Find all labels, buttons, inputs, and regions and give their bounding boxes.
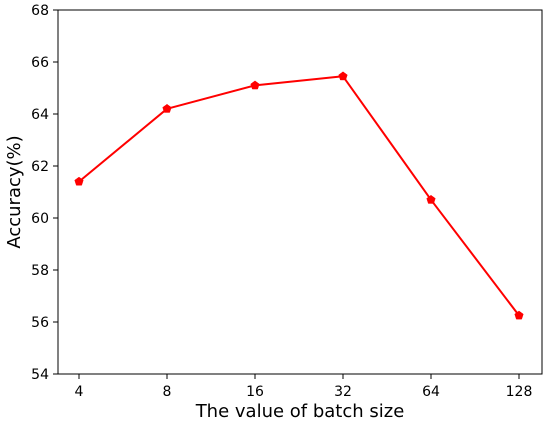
y-tick-label: 54	[31, 367, 49, 383]
series-layer	[74, 71, 524, 320]
data-point	[426, 194, 436, 204]
y-tick-label: 64	[31, 107, 49, 123]
data-point	[74, 176, 84, 186]
x-tick-label: 8	[163, 384, 172, 400]
data-point	[250, 80, 260, 90]
data-point	[162, 103, 172, 113]
x-axis-ticks: 4 8 16 32 64 128	[75, 374, 533, 400]
y-tick-label: 62	[31, 159, 49, 175]
x-axis-label: The value of batch size	[195, 401, 405, 422]
y-tick-label: 58	[31, 263, 49, 279]
y-axis-ticks: 54 56 58 60 62 64 66 68	[31, 3, 58, 383]
plot-frame	[57, 9, 543, 375]
x-tick-label: 128	[506, 384, 533, 400]
y-tick-label: 68	[31, 3, 49, 19]
y-tick-label: 56	[31, 315, 49, 331]
data-point	[514, 310, 524, 320]
data-point	[338, 71, 348, 81]
x-tick-label: 64	[422, 384, 440, 400]
x-tick-label: 16	[246, 384, 264, 400]
series-line	[78, 75, 520, 317]
x-tick-label: 32	[334, 384, 352, 400]
y-tick-label: 60	[31, 211, 49, 227]
y-tick-label: 66	[31, 55, 49, 71]
y-axis-label: Accuracy(%)	[4, 135, 25, 248]
x-tick-label: 4	[75, 384, 84, 400]
